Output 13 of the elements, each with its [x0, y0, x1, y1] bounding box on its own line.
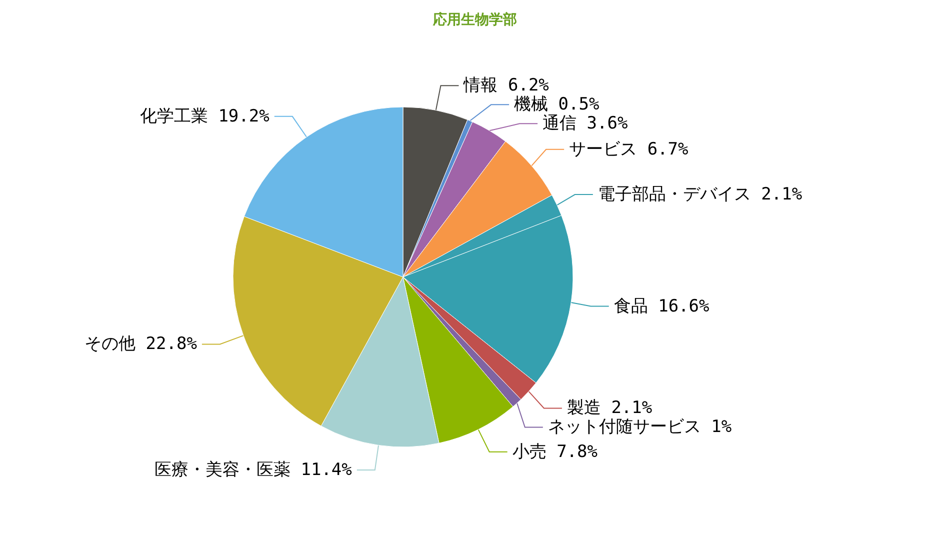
- slice-label: 情報 6.2%: [462, 76, 549, 96]
- slice-label: 機械 0.5%: [514, 94, 600, 115]
- slice-label: 電子部品・デバイス 2.1%: [598, 184, 802, 205]
- slice-label: 医療・美容・医薬 11.4%: [154, 460, 352, 480]
- slice-label: 製造 2.1%: [566, 398, 652, 418]
- slice-label: 食品 16.6%: [614, 296, 710, 316]
- chart-title: 応用生物学部: [432, 11, 517, 28]
- slice-label: その他 22.8%: [84, 334, 197, 354]
- slice-label: 化学工業 19.2%: [140, 106, 270, 126]
- slice-label: 小売 7.8%: [512, 442, 598, 462]
- slice-label: サービス 6.7%: [569, 139, 688, 160]
- slice-label: 通信 3.6%: [542, 114, 628, 134]
- slice-label: ネット付随サービス 1%: [548, 417, 732, 438]
